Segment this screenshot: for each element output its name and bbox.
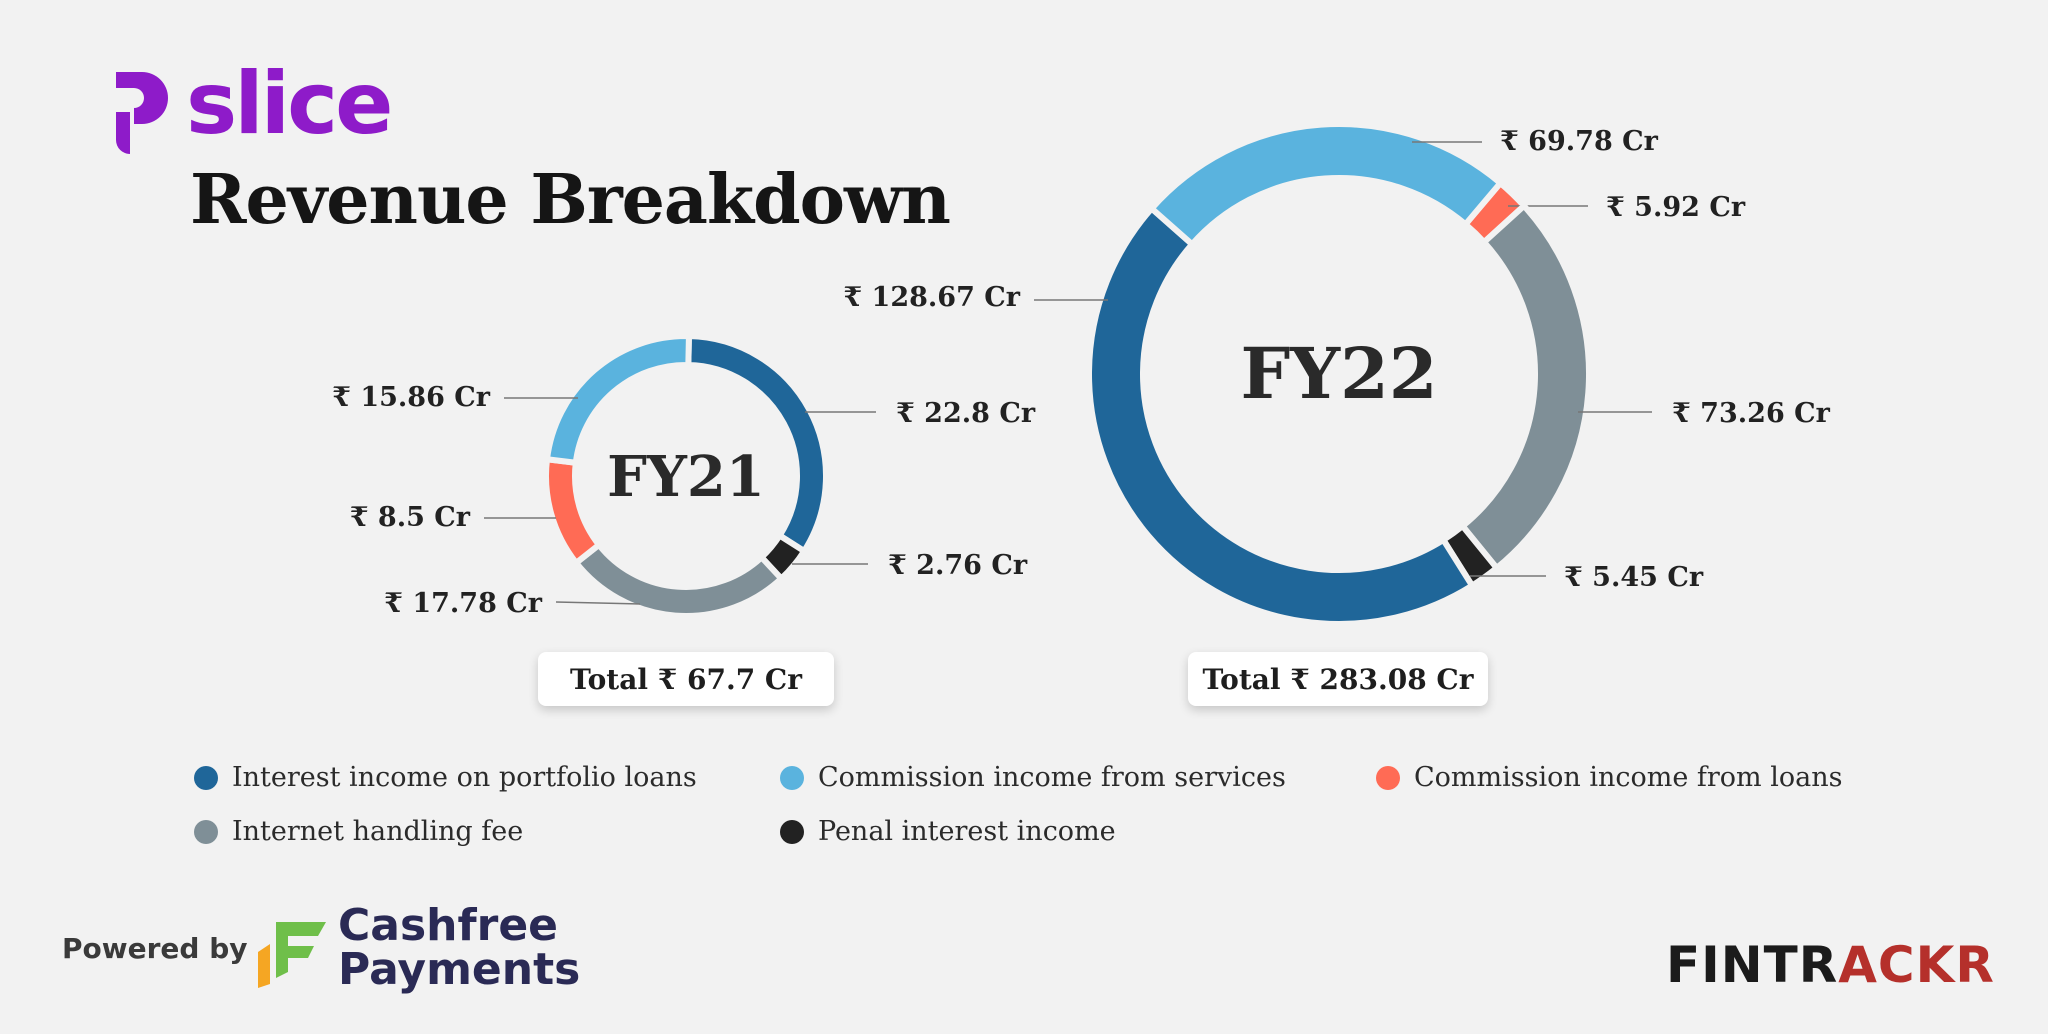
legend-item-commission-loans: Commission income from loans [1376, 762, 1842, 793]
legend-swatch [1376, 765, 1400, 790]
fy22-donut: ₹ 5.92 Cr ₹ 73.26 Cr ₹ 5.45 Cr ₹ 128.67 Cr ₹… [843, 121, 1831, 627]
legend-label: Commission income from services [818, 762, 1286, 793]
fintrackr-part2: ACKR [1838, 936, 1995, 994]
slice-logo-text: slice [186, 54, 393, 154]
fy21-total-badge: Total ₹ 67.7 Cr [538, 652, 834, 706]
legend-item-interest: Interest income on portfolio loans [194, 762, 697, 793]
page-title: Revenue Breakdown [190, 160, 951, 240]
leader-line [555, 601, 641, 605]
slice-value-label: ₹ 5.45 Cr [1564, 562, 1704, 593]
cashfree-line2: Payments [338, 944, 581, 995]
legend-label: Commission income from loans [1414, 762, 1843, 793]
legend-swatch [194, 819, 218, 844]
slice-value-label: ₹ 17.78 Cr [384, 588, 543, 619]
fintrackr-logo: FINTRACKR [1666, 936, 1995, 994]
fy21-donut: ₹ 22.8 Cr ₹ 2.76 Cr ₹ 17.78 Cr ₹ 8.5 Cr ₹ 15… [332, 332, 1036, 619]
slice-value-label: ₹ 69.78 Cr [1500, 126, 1659, 157]
donut-slice [1147, 121, 1505, 249]
cashfree-logo-icon [258, 922, 326, 988]
fy22-total-badge: Total ₹ 283.08 Cr [1188, 652, 1488, 706]
cashfree-line1: Cashfree [338, 900, 559, 951]
slice-value-label: ₹ 22.8 Cr [896, 398, 1036, 429]
legend-swatch [780, 819, 804, 844]
slice-value-label: ₹ 8.5 Cr [350, 502, 471, 533]
powered-by-label: Powered by [62, 932, 248, 965]
legend-label: Interest income on portfolio loans [232, 762, 697, 793]
donut-slice [1085, 204, 1477, 627]
fintrackr-part1: FINTR [1666, 936, 1839, 994]
legend-item-penal: Penal interest income [780, 816, 1116, 847]
slice-value-label: ₹ 128.67 Cr [843, 282, 1020, 313]
slice-value-label: ₹ 15.86 Cr [332, 382, 491, 413]
donut-slice [1458, 201, 1592, 573]
slice-value-label: ₹ 2.76 Cr [888, 550, 1028, 581]
cashfree-wordmark: Cashfree Payments [338, 904, 580, 992]
legend-label: Penal interest income [818, 816, 1116, 847]
slice-logo-mark [116, 72, 168, 154]
legend-swatch [780, 765, 804, 790]
legend-swatch [194, 765, 218, 790]
slice-value-label: ₹ 5.92 Cr [1606, 192, 1746, 223]
donut-slice [543, 455, 604, 568]
legend-item-commission-services: Commission income from services [780, 762, 1286, 793]
donut-center-label: FY21 [607, 444, 765, 510]
legend-label: Internet handling fee [232, 816, 524, 847]
donut-slice [571, 540, 786, 619]
donut-center-label: FY22 [1240, 332, 1437, 415]
legend-item-handling: Internet handling fee [194, 816, 523, 847]
slice-value-label: ₹ 73.26 Cr [1672, 398, 1831, 429]
